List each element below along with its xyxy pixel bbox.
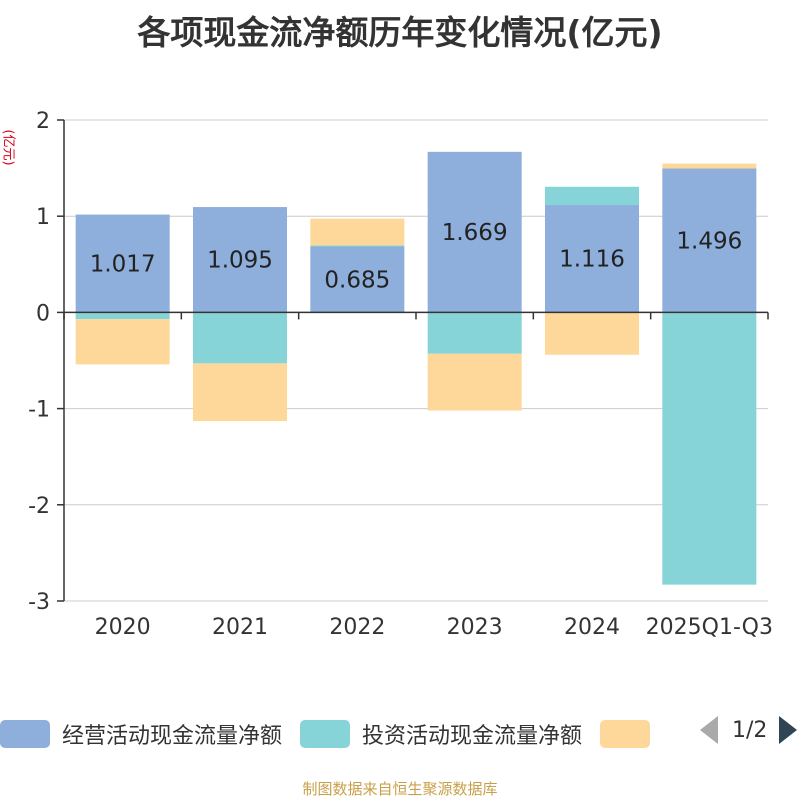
data-label-operating-2020: 1.017 xyxy=(90,251,156,277)
legend-item-investing[interactable]: 投资活动现金流量净额 xyxy=(300,718,582,750)
legend-swatch-operating xyxy=(0,720,50,748)
legend-item-financing[interactable] xyxy=(600,720,662,748)
cash-flow-chart: 2 1 0 -1 -2 -3 1.017 2020 1.095 2021 0.685 2022 1.66… xyxy=(28,109,773,640)
y-tick-label: 1 xyxy=(36,205,50,230)
legend: 经营活动现金流量净额 投资活动现金流量净额 xyxy=(0,714,800,754)
x-tick-label: 2021 xyxy=(212,615,268,640)
bar-operating-2024 xyxy=(545,205,639,313)
data-label-operating-2025Q1-Q3: 1.496 xyxy=(676,228,742,254)
bar-investing-2022 xyxy=(310,245,405,247)
bar-investing-2023 xyxy=(427,312,522,354)
bar-financing-2022 xyxy=(310,218,405,246)
bar-financing-2021 xyxy=(193,363,287,422)
bar-operating-2023 xyxy=(427,151,522,313)
legend-item-operating[interactable]: 经营活动现金流量净额 xyxy=(0,718,282,750)
y-tick-label: 2 xyxy=(36,109,50,134)
bar-financing-2020 xyxy=(75,319,170,365)
bar-investing-2020 xyxy=(75,312,170,320)
bar-operating-2020 xyxy=(75,214,170,313)
x-tick-label: 2022 xyxy=(329,615,385,640)
bar-investing-2025Q1-Q3 xyxy=(662,312,757,585)
x-tick-label: 2025Q1-Q3 xyxy=(646,615,773,640)
chart-title: 各项现金流净额历年变化情况(亿元) xyxy=(137,13,663,52)
data-label-operating-2022: 0.685 xyxy=(324,267,390,293)
legend-page-indicator: 1/2 xyxy=(732,717,768,743)
data-label-operating-2023: 1.669 xyxy=(442,220,508,246)
bar-operating-2021 xyxy=(193,207,287,313)
bar-investing-2021 xyxy=(193,312,287,364)
bar-financing-2025Q1-Q3 xyxy=(662,163,757,169)
y-tick-label: -3 xyxy=(28,590,50,615)
bar-financing-2023 xyxy=(427,353,522,411)
x-tick-label: 2020 xyxy=(95,615,151,640)
y-tick-label: -2 xyxy=(28,494,50,519)
legend-prev-page-icon[interactable] xyxy=(700,716,718,744)
data-source-note: 制图数据来自恒生聚源数据库 xyxy=(302,780,498,798)
legend-pager: 1/2 xyxy=(700,716,798,744)
bar-operating-2025Q1-Q3 xyxy=(662,168,757,313)
legend-next-page-icon[interactable] xyxy=(779,716,798,744)
legend-swatch-financing xyxy=(600,720,651,748)
data-label-operating-2024: 1.116 xyxy=(559,247,625,273)
data-label-operating-2021: 1.095 xyxy=(207,248,273,274)
legend-label-investing: 投资活动现金流量净额 xyxy=(362,724,583,749)
y-tick-label: 0 xyxy=(36,301,50,326)
bar-operating-2022 xyxy=(310,246,405,313)
legend-swatch-investing xyxy=(300,720,351,748)
y-tick-label: -1 xyxy=(28,398,50,423)
x-tick-label: 2023 xyxy=(447,615,503,640)
legend-label-operating: 经营活动现金流量净额 xyxy=(62,724,283,749)
bar-investing-2024 xyxy=(545,186,639,206)
x-tick-label: 2024 xyxy=(564,615,620,640)
bar-financing-2024 xyxy=(545,312,639,355)
